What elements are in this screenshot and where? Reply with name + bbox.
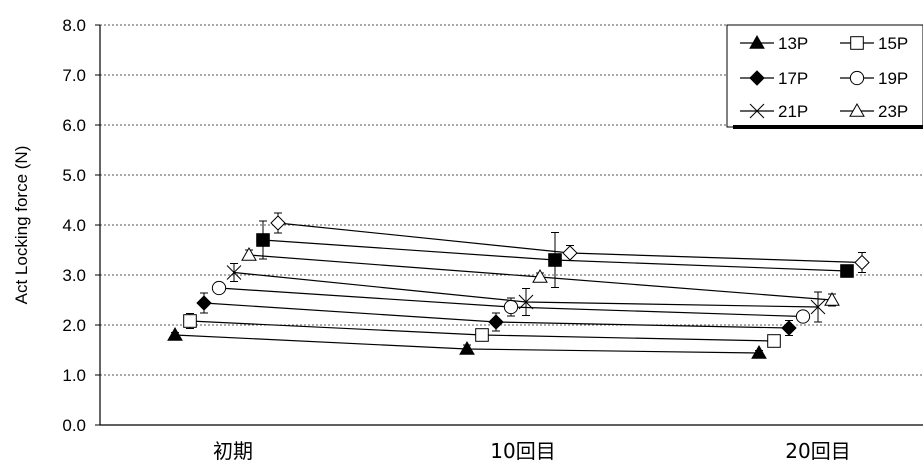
marker-x-stroke xyxy=(749,103,765,119)
x-category-label: 10回目 xyxy=(490,439,555,463)
marker-triangle-open xyxy=(824,291,840,306)
marker-square-filled xyxy=(840,264,854,278)
y-tick-labels: 0.0 1.0 2.0 3.0 4.0 5.0 6.0 7.0 8.0 xyxy=(62,16,86,435)
marker-square-open xyxy=(767,334,781,348)
marker-square-open xyxy=(183,314,197,328)
marker-triangle-filled xyxy=(749,34,765,49)
marker-square-open xyxy=(475,328,489,342)
marker-diamond-filled xyxy=(749,70,765,86)
x-category-labels: 初期 10回目 20回目 xyxy=(213,439,851,463)
y-tick-label: 3.0 xyxy=(62,266,86,285)
series-15P xyxy=(183,313,781,348)
series-13P xyxy=(167,326,767,359)
marker-diamond-open xyxy=(270,215,286,231)
y-tick-label: 4.0 xyxy=(62,216,86,235)
marker-circle-open xyxy=(795,309,811,324)
axes xyxy=(95,24,923,426)
marker-triangle-filled xyxy=(751,344,767,359)
marker-x-stroke xyxy=(226,265,242,280)
legend-item-13P: 13P xyxy=(740,34,808,53)
legend-item-21P: 21P xyxy=(740,102,808,121)
marker-diamond-filled xyxy=(781,320,797,336)
marker-square-filled xyxy=(256,233,270,247)
marker-square-open xyxy=(850,36,864,50)
marker-diamond-filled xyxy=(488,314,504,330)
marker-circle-open xyxy=(849,70,865,86)
y-tick-label: 1.0 xyxy=(62,366,86,385)
legend-shadow xyxy=(733,125,923,129)
marker-circle-open xyxy=(503,299,519,315)
x-category-label: 初期 xyxy=(213,439,253,463)
legend-item-19P: 19P xyxy=(840,69,908,88)
series-17P xyxy=(196,292,797,336)
x-category-label: 20回目 xyxy=(785,439,850,463)
series-19P xyxy=(211,280,811,324)
marker-circle-open xyxy=(211,280,227,296)
legend-label: 21P xyxy=(778,102,808,121)
legend: 13P 15P 17P 19P 21P 23P xyxy=(726,24,923,129)
marker-x xyxy=(226,265,242,280)
y-tick-label: 8.0 xyxy=(62,16,86,35)
legend-label: 15P xyxy=(878,34,908,53)
marker-x xyxy=(518,294,534,310)
marker-diamond-filled xyxy=(196,295,212,311)
series-extra-6 xyxy=(256,220,854,288)
marker-triangle-open xyxy=(241,246,257,261)
y-tick-label: 6.0 xyxy=(62,116,86,135)
marker-x xyxy=(749,103,765,119)
marker-triangle-filled xyxy=(459,340,475,355)
legend-label: 19P xyxy=(878,69,908,88)
y-tick-label: 5.0 xyxy=(62,166,86,185)
series-21P xyxy=(226,263,826,323)
marker-triangle-open xyxy=(849,102,865,117)
legend-label: 17P xyxy=(778,69,808,88)
marker-x-stroke xyxy=(518,294,534,310)
marker-square-filled xyxy=(548,253,562,267)
legend-item-17P: 17P xyxy=(740,69,808,88)
plot-area xyxy=(167,212,870,359)
marker-triangle-filled xyxy=(167,326,183,341)
legend-item-15P: 15P xyxy=(840,34,908,53)
legend-label: 13P xyxy=(778,34,808,53)
y-tick-label: 2.0 xyxy=(62,316,86,335)
marker-x-stroke xyxy=(810,299,826,315)
y-axis-label: Act Locking force (N) xyxy=(12,146,31,305)
series-extra-7 xyxy=(270,212,870,273)
series-23P xyxy=(241,246,840,307)
marker-triangle-open xyxy=(532,268,548,283)
legend-label: 23P xyxy=(878,102,908,121)
y-tick-label: 0.0 xyxy=(62,416,86,435)
y-tick-label: 7.0 xyxy=(62,66,86,85)
marker-diamond-open xyxy=(854,254,870,271)
legend-item-23P: 23P xyxy=(840,102,908,121)
marker-diamond-open xyxy=(562,245,578,261)
marker-x xyxy=(810,299,826,315)
